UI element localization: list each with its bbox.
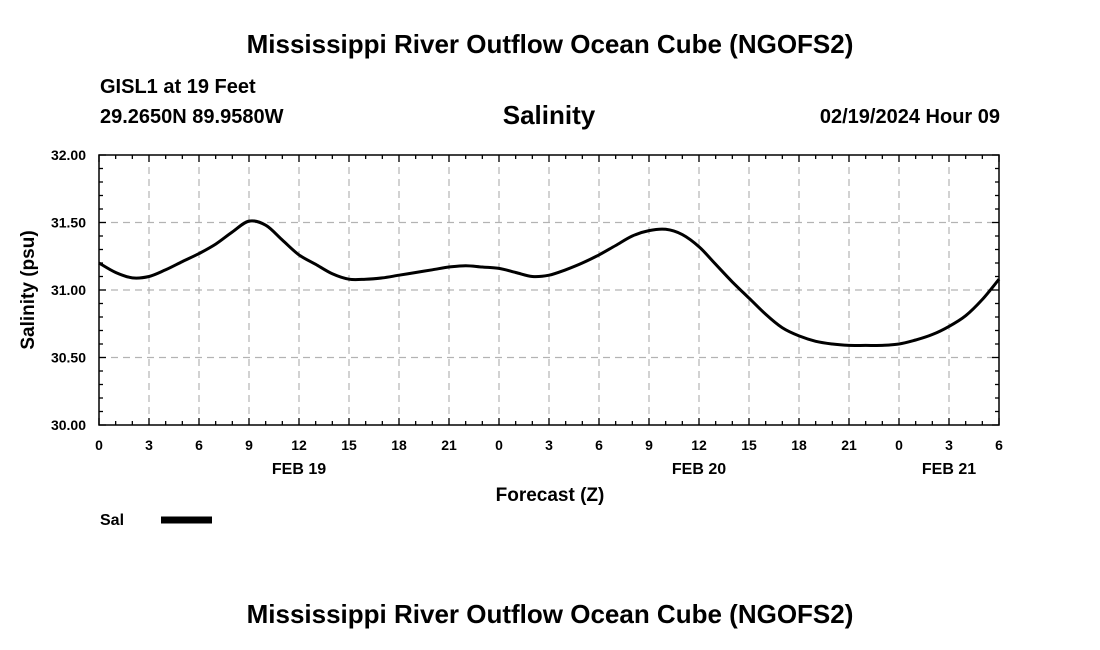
y-tick-label: 31.00 [51,282,86,298]
x-tick-label: 21 [841,437,857,453]
x-tick-label: 18 [391,437,407,453]
y-tick-label: 31.50 [51,215,86,231]
station-label: GISL1 at 19 Feet [100,76,256,98]
x-tick-label: 0 [895,437,903,453]
footer-title: Mississippi River Outflow Ocean Cube (NG… [246,599,854,629]
y-tick-label: 30.50 [51,350,86,366]
x-tick-label: 3 [545,437,553,453]
series-line-sal [98,219,1001,347]
date-label: FEB 21 [922,461,976,478]
x-axis-label: Forecast (Z) [496,485,605,506]
x-tick-label: 6 [995,437,1003,453]
x-tick-label: 21 [441,437,457,453]
grid-layer [99,155,999,425]
x-tick-label: 12 [291,437,307,453]
legend-label: Sal [100,512,124,529]
x-tick-label: 18 [791,437,807,453]
x-tick-label: 9 [245,437,253,453]
x-tick-label: 6 [195,437,203,453]
x-tick-label: 15 [341,437,357,453]
tick-layer [98,154,1000,426]
x-tick-label: 15 [741,437,757,453]
date-label: FEB 20 [672,461,726,478]
x-tick-label: 0 [95,437,103,453]
x-tick-label: 3 [145,437,153,453]
x-tick-label: 9 [645,437,653,453]
y-tick-label: 30.00 [51,417,86,433]
chart-title: Salinity [503,100,596,130]
label-layer: 0 3 6 9 12 15 18 21 0 3 6 9 12 15 18 21 0 3 6 30.00 30.50 31.… [51,147,1003,478]
chart-main-title: Mississippi River Outflow Ocean Cube (NG… [246,29,854,59]
x-tick-label: 12 [691,437,707,453]
station-coordinates: 29.2650N 89.9580W [100,106,284,128]
x-tick-label: 0 [495,437,503,453]
x-tick-label: 6 [595,437,603,453]
y-tick-label: 32.00 [51,147,86,163]
plot-frame [98,154,1000,426]
date-label: FEB 19 [272,461,326,478]
x-tick-label: 3 [945,437,953,453]
y-axis-label: Salinity (psu) [18,230,39,349]
forecast-datetime: 02/19/2024 Hour 09 [819,106,1000,128]
